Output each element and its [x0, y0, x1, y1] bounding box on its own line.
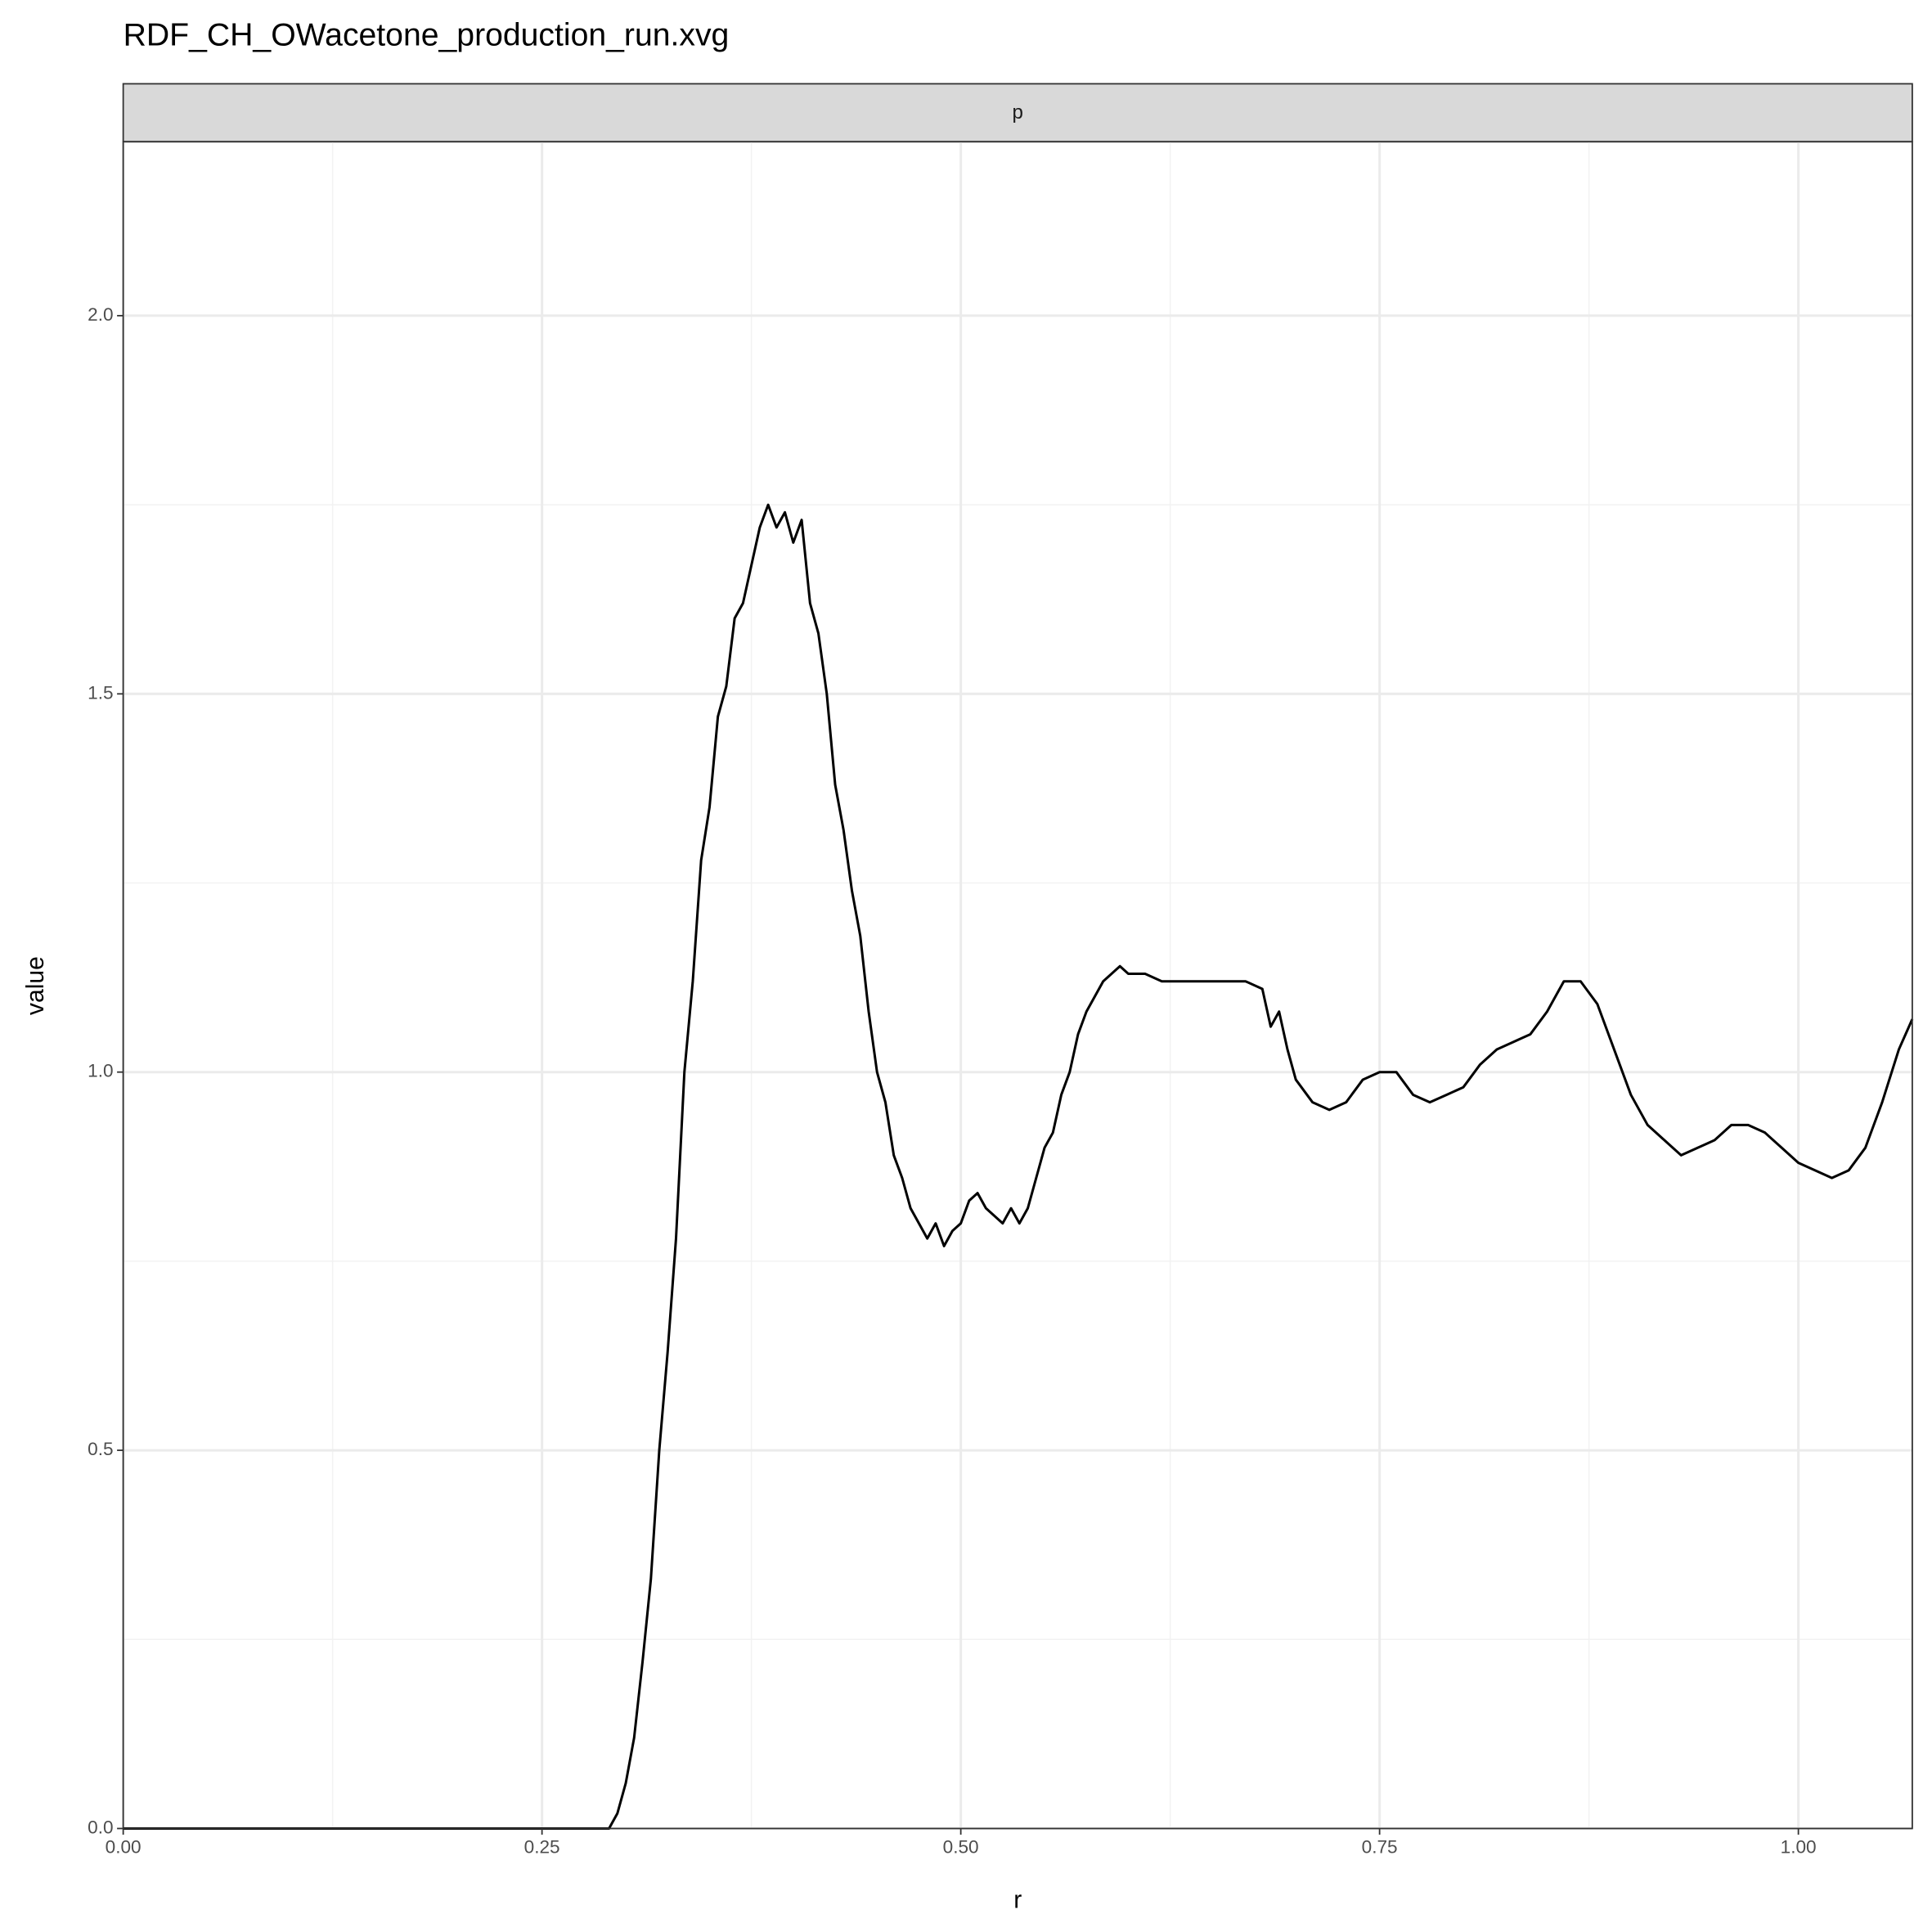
panel-border	[122, 141, 1913, 1830]
y-axis-label: value	[22, 956, 49, 1015]
y-tick-label: 0.0	[88, 1817, 113, 1837]
x-tick-label: 0.50	[943, 1837, 979, 1858]
data-line	[123, 503, 1914, 1830]
y-tick-label: 1.5	[88, 682, 113, 703]
y-tick-label: 1.0	[88, 1061, 113, 1081]
x-tick-label: 0.00	[106, 1837, 142, 1858]
x-axis-label: r	[1013, 1886, 1022, 1913]
x-tick-label: 1.00	[1781, 1837, 1817, 1858]
facet-label: p	[1013, 101, 1023, 124]
y-tick-label: 0.5	[88, 1439, 113, 1459]
x-tick-label: 0.75	[1362, 1837, 1398, 1858]
plot	[123, 503, 1914, 1830]
x-tick-label: 0.25	[524, 1837, 560, 1858]
facet-strip	[122, 83, 1913, 143]
chart-title: RDF_CH_OWacetone_production_run.xvg	[124, 18, 730, 53]
y-tick-label: 2.0	[88, 304, 113, 325]
